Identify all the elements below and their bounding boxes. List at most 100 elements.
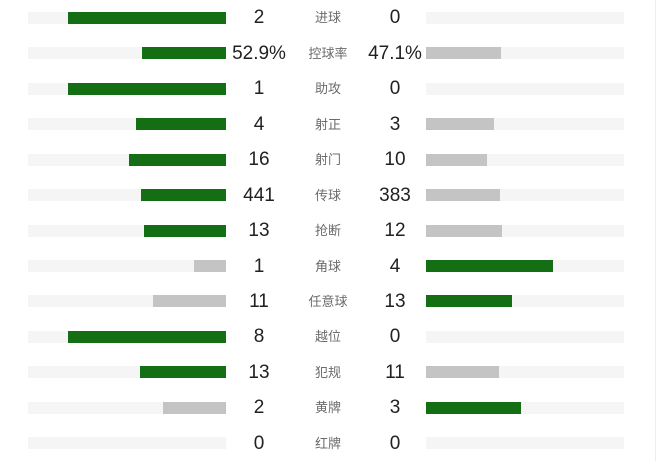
away-bar-fill [426,401,522,414]
home-bar-fill [67,11,226,24]
home-bar-track [28,82,226,95]
home-bar-track [28,118,226,131]
home-bar-fill [67,330,226,343]
home-value: 2 [253,397,265,419]
stat-label: 犯规 [314,364,341,380]
home-value: 2 [253,7,265,29]
away-bar-track [426,224,624,237]
stat-label: 射门 [314,152,341,168]
home-bar-fill [153,295,226,308]
home-bar-fill [128,153,226,166]
away-value: 12 [384,220,406,242]
away-value: 3 [389,397,401,419]
home-bar-track [28,11,226,24]
away-bar-track [426,153,624,166]
home-bar-track [28,260,226,273]
away-bar-track [426,260,624,273]
home-value: 1 [253,255,265,277]
home-value: 441 [243,184,275,206]
away-bar-fill [426,224,503,237]
home-value: 0 [253,432,265,454]
home-bar-fill [67,82,226,95]
away-value: 0 [389,432,401,454]
away-bar-track [426,189,624,202]
away-bar-track [426,295,624,308]
home-bar-fill [141,189,226,202]
away-value: 47.1% [368,42,422,64]
stat-label: 射正 [314,116,341,132]
stat-row: 2 进球 0 [0,0,660,35]
home-bar-track [28,437,226,450]
stat-row: 52.9% 控球率 47.1% [0,35,660,70]
home-value: 16 [248,149,270,171]
home-bar-track [28,47,226,60]
away-bar-fill [426,260,553,273]
away-bar-fill [426,295,512,308]
away-value: 0 [389,78,401,100]
stat-label: 任意球 [308,293,348,309]
away-value: 3 [389,113,401,135]
home-bar-fill [142,47,226,60]
away-value: 4 [389,255,401,277]
away-bar-fill [426,189,500,202]
away-bar-track [426,47,624,60]
stat-row: 13 犯规 11 [0,355,660,390]
stat-label: 传球 [314,187,341,203]
away-bar-track [426,366,624,379]
stat-label: 红牌 [314,435,341,451]
home-value: 52.9% [232,42,286,64]
stat-row: 1 角球 4 [0,248,660,283]
stat-row: 16 射门 10 [0,142,660,177]
home-bar-fill [140,366,226,379]
stat-row: 13 抢断 12 [0,213,660,248]
home-bar-track [28,401,226,414]
stat-label: 角球 [314,258,341,274]
stat-row: 441 传球 383 [0,177,660,212]
away-value: 0 [389,7,401,29]
away-bar-fill [426,366,499,379]
away-value: 10 [384,149,406,171]
away-bar-fill [426,153,487,166]
away-bar-track [426,118,624,131]
stat-label: 越位 [314,329,341,345]
away-value: 0 [389,326,401,348]
away-bar-track [426,11,624,24]
home-value: 4 [253,113,265,135]
home-value: 13 [248,361,270,383]
away-bar-track [426,82,624,95]
home-bar-track [28,366,226,379]
away-bar-track [426,401,624,414]
away-bar-fill [426,118,494,131]
home-bar-fill [143,224,226,237]
stat-label: 黄牌 [314,400,341,416]
stat-row: 11 任意球 13 [0,284,660,319]
stat-row: 4 射正 3 [0,106,660,141]
away-value: 383 [379,184,411,206]
away-value: 11 [385,361,405,383]
stat-label: 助攻 [314,81,341,97]
stat-label: 控球率 [308,45,348,61]
home-bar-track [28,330,226,343]
home-bar-track [28,189,226,202]
home-bar-fill [162,401,226,414]
stat-label: 进球 [314,10,341,26]
stat-row: 1 助攻 0 [0,71,660,106]
stat-row: 8 越位 0 [0,319,660,354]
home-bar-track [28,295,226,308]
away-value: 13 [384,290,406,312]
home-bar-fill [194,260,226,273]
away-bar-track [426,330,624,343]
home-bar-track [28,224,226,237]
home-value: 1 [253,78,265,100]
stat-row: 2 黄牌 3 [0,390,660,425]
home-value: 8 [253,326,265,348]
home-value: 13 [248,220,270,242]
home-bar-fill [135,118,226,131]
panel-right-divider [655,0,656,461]
stat-label: 抢断 [314,223,341,239]
away-bar-fill [426,47,501,60]
away-bar-track [426,437,624,450]
stat-row: 0 红牌 0 [0,426,660,461]
